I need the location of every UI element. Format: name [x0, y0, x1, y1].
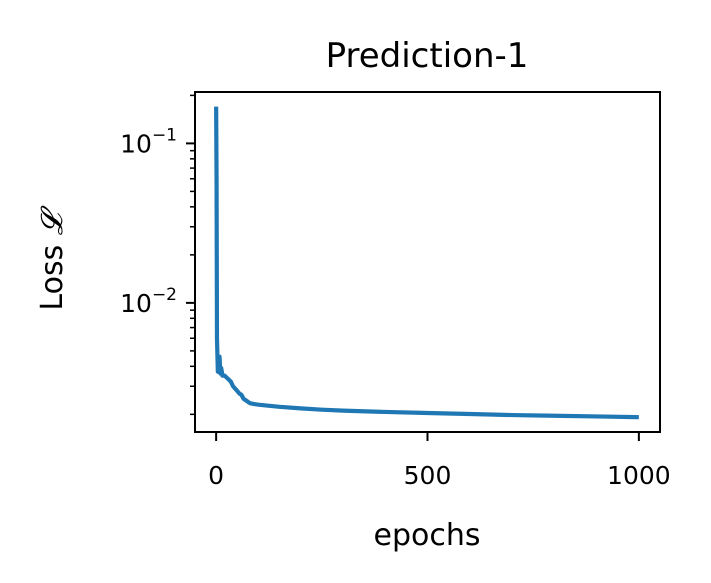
y-axis-label-text: Loss — [35, 245, 70, 311]
y-axis-ticks: 10−110−2 — [120, 94, 195, 416]
plot-area — [214, 106, 639, 420]
y-tick-exponent: −2 — [152, 285, 177, 305]
x-tick-label: 0 — [208, 461, 224, 490]
chart-title: Prediction-1 — [326, 36, 529, 76]
y-tick-label: 10−2 — [120, 285, 177, 318]
y-tick-base: 10 — [120, 289, 152, 318]
y-tick-exponent: −1 — [152, 125, 177, 145]
x-axis-label: epochs — [374, 518, 481, 553]
loss-series-line — [214, 106, 639, 420]
x-axis-ticks: 0 500 1000 — [208, 432, 671, 490]
plot-frame — [194, 91, 661, 433]
x-tick-label: 1000 — [607, 461, 671, 490]
x-tick-label: 500 — [404, 461, 452, 490]
y-tick-base: 10 — [120, 129, 152, 158]
y-tick-label: 10−1 — [120, 125, 177, 158]
y-axis-label: Loss 𝓛 — [35, 205, 70, 310]
